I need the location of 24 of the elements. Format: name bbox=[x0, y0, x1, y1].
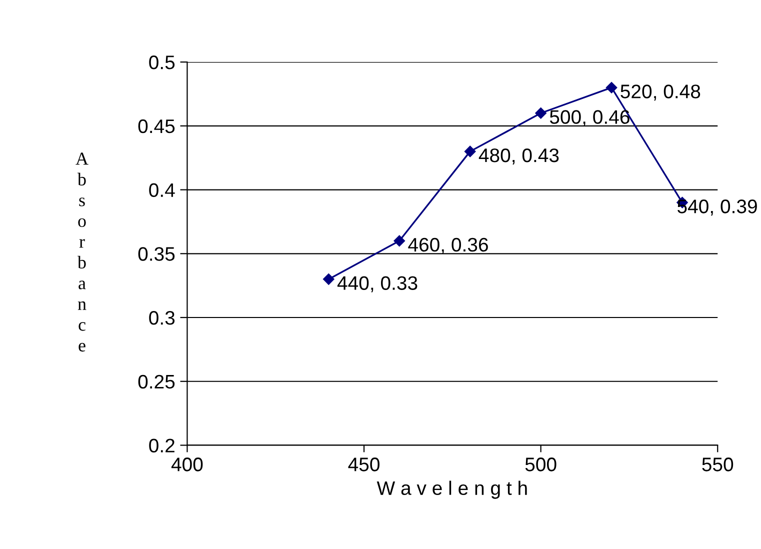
data-label: 520, 0.48 bbox=[620, 84, 700, 101]
y-tick-label: 0.45 bbox=[138, 119, 175, 134]
x-tick-label: 500 bbox=[525, 458, 556, 472]
y-tick-label: 0.5 bbox=[149, 56, 175, 70]
y-tick-label: 0.35 bbox=[138, 247, 175, 261]
x-tick-label: 550 bbox=[702, 458, 734, 472]
data-label: 480, 0.43 bbox=[478, 148, 559, 165]
data-label: 440, 0.33 bbox=[337, 276, 418, 292]
text: Absorbance bbox=[76, 152, 88, 352]
y-tick-label: 0.4 bbox=[149, 183, 175, 198]
point bbox=[606, 82, 618, 94]
data-label: 540, 0.39 bbox=[678, 200, 757, 216]
data-label: 500, 0.46 bbox=[550, 110, 630, 126]
point bbox=[323, 274, 334, 285]
x-tick-label: 400 bbox=[171, 458, 203, 472]
y-tick-label: 0.2 bbox=[149, 438, 174, 452]
data-label: 460, 0.36 bbox=[408, 238, 488, 254]
x-tick-label: 450 bbox=[348, 458, 380, 472]
y-tick-label: 0.25 bbox=[138, 374, 175, 389]
point bbox=[464, 146, 476, 158]
y-tick-label: 0.3 bbox=[149, 310, 175, 325]
x-axis-title: W a v e l e n g t h bbox=[376, 480, 527, 499]
point bbox=[535, 108, 546, 119]
point bbox=[394, 235, 405, 246]
